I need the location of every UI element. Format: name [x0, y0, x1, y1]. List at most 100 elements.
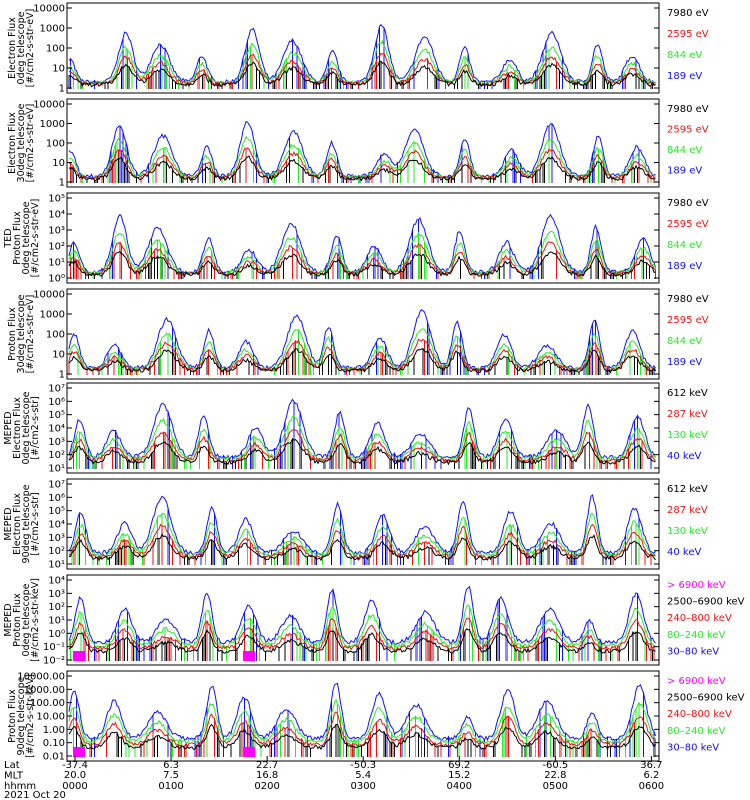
series-line-green — [68, 415, 656, 462]
series-line-blue — [68, 398, 656, 460]
legend-entry: 30–80 keV — [667, 646, 719, 657]
legend-entry: 287 keV — [667, 409, 708, 420]
y-tick-label: 10⁰ — [48, 629, 65, 640]
series-line-blue — [68, 585, 656, 646]
y-axis-label-line: 30deg telescope — [16, 103, 27, 182]
y-tick-label: 1000 — [40, 119, 65, 130]
series-green — [68, 135, 656, 183]
y-tick-label: 10³ — [48, 589, 65, 600]
series-line-blue — [68, 494, 656, 556]
x-tick-label-lat: -60.5 — [542, 760, 568, 771]
legend-entry: 7980 eV — [667, 294, 709, 305]
series-line-black — [68, 532, 656, 562]
y-axis-label-line: 0deg telescope — [21, 583, 32, 656]
x-tick-label-lat: 6.3 — [163, 760, 179, 771]
y-tick-label: 10³ — [48, 533, 65, 544]
series-line-red — [68, 711, 656, 748]
series-line-black — [68, 155, 656, 182]
legend-entry: 130 keV — [667, 526, 708, 537]
y-tick-label: 10⁶ — [48, 397, 65, 408]
legend-entry: 240–800 keV — [667, 709, 732, 720]
x-row-label: hhmm — [4, 781, 36, 792]
y-axis-label-line: Electron Flux — [7, 112, 18, 174]
legend-entry: 2500–6900 keV — [667, 597, 745, 608]
x-tick-label-time: 0100 — [158, 781, 183, 792]
y-tick-label: 10 — [52, 350, 65, 361]
series-black — [68, 347, 656, 375]
y-axis-label-line: Electron Flux — [7, 17, 18, 79]
legend-entry: 844 eV — [667, 145, 702, 156]
magenta-blob — [243, 651, 255, 661]
legend-entry: 2595 eV — [667, 125, 709, 136]
series-black — [68, 723, 656, 757]
y-tick-label: 0.10 — [43, 738, 65, 749]
series-line-green — [68, 328, 656, 372]
x-tick-label-time: 0400 — [447, 781, 472, 792]
y-tick-label: 10⁷ — [48, 384, 65, 395]
magenta-blob — [73, 747, 85, 757]
legend-entry: 189 eV — [667, 166, 702, 177]
series-black — [68, 155, 656, 183]
y-tick-label: 10¹ — [48, 258, 65, 269]
y-axis-label-line: 90deg telescope — [16, 676, 27, 755]
legend-entry: > 6900 keV — [667, 580, 726, 591]
legend-entry: 2595 eV — [667, 29, 709, 40]
y-tick-label: 10⁻¹ — [43, 642, 65, 653]
series-red — [69, 523, 656, 565]
y-axis-label-line: Electron Flux — [12, 397, 23, 459]
magenta-blob — [73, 651, 85, 661]
x-row-label: Lat — [4, 760, 20, 771]
legend-entry: 130 keV — [667, 430, 708, 441]
y-tick-label: 1 — [59, 84, 65, 95]
series-black — [68, 628, 656, 661]
y-tick-label: 10² — [48, 242, 65, 253]
y-tick-label: 10⁵ — [48, 410, 65, 421]
y-axis-label-line: [#/cm2-s-str-eV] — [25, 9, 36, 88]
y-axis-label-line: TED — [3, 228, 14, 248]
legend-entry: 7980 eV — [667, 8, 709, 19]
series-line-red — [68, 240, 656, 278]
series-magenta — [73, 747, 255, 757]
x-tick-label-lat: -37.4 — [62, 760, 88, 771]
y-tick-label: 100 — [46, 330, 65, 341]
x-tick-label-time: 0000 — [62, 781, 87, 792]
x-tick-label-lat: 69.2 — [448, 760, 470, 771]
x-tick-label-lat: 36.7 — [640, 760, 662, 771]
series-line-red — [68, 338, 656, 373]
series-black — [68, 250, 656, 279]
x-tick-label-mlt: 7.5 — [163, 770, 179, 781]
x-row-label: MLT — [4, 771, 24, 782]
y-axis-label-line: Proton Flux — [7, 689, 18, 743]
y-tick-label: 1 — [59, 178, 65, 189]
x-tick-label-time: 0300 — [350, 781, 375, 792]
series-line-green — [68, 230, 656, 276]
y-axis-label-line: [#/cm2-s-str] — [30, 396, 41, 459]
series-green — [68, 698, 656, 757]
y-tick-label: 100 — [46, 139, 65, 150]
y-axis-label-line: 0deg telescope — [16, 11, 27, 84]
y-tick-label: 1000 — [40, 310, 65, 321]
y-tick-label: 10⁵ — [48, 194, 65, 205]
legend-entry: 612 keV — [667, 388, 708, 399]
y-axis-label-line: MEPED — [3, 411, 14, 444]
y-tick-label: 1.00 — [43, 725, 65, 736]
legend-entry: 7980 eV — [667, 104, 709, 115]
legend-entry: 40 keV — [667, 547, 701, 558]
x-tick-label-lat: 22.7 — [256, 760, 278, 771]
series-line-blue — [68, 682, 656, 742]
y-tick-label: 10³ — [48, 437, 65, 448]
series-blue — [68, 309, 656, 375]
series-line-blue — [68, 309, 656, 371]
legend-entry: 80–240 keV — [667, 630, 726, 641]
y-axis-label-line: MEPED — [3, 603, 14, 636]
y-axis-label-line: [#/cm2-s-str-eV] — [25, 104, 36, 183]
legend-entry: > 6900 keV — [667, 676, 726, 687]
series-green — [68, 604, 656, 661]
series-line-blue — [68, 213, 656, 275]
y-tick-label: 10⁴ — [48, 424, 65, 435]
